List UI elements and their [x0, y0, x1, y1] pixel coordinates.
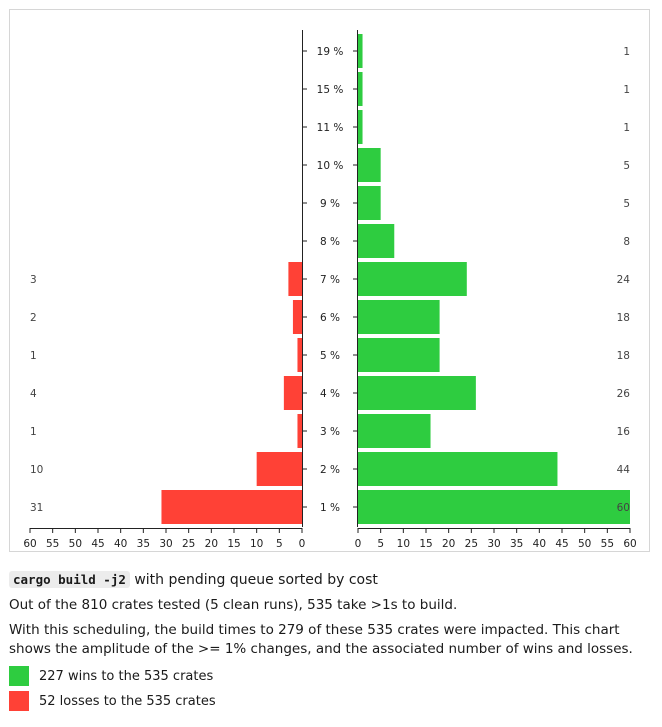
category-label: 5 %: [320, 350, 340, 362]
win-count-label: 24: [617, 274, 631, 286]
caption-title: cargo build -j2 with pending queue sorte…: [9, 570, 654, 590]
win-bar: [358, 338, 440, 372]
win-bar: [358, 224, 395, 258]
left-x-tick-label: 45: [91, 538, 104, 550]
left-x-tick-label: 30: [159, 538, 172, 550]
win-count-label: 1: [623, 84, 630, 96]
win-bar: [358, 376, 476, 410]
left-x-tick-label: 15: [227, 538, 240, 550]
right-x-tick-label: 40: [533, 538, 546, 550]
left-x-tick-label: 20: [205, 538, 218, 550]
left-x-tick-label: 55: [46, 538, 59, 550]
win-count-label: 16: [617, 426, 631, 438]
right-x-tick-label: 10: [397, 538, 410, 550]
win-bar: [358, 300, 440, 334]
win-count-label: 60: [617, 502, 630, 514]
win-bar: [358, 110, 363, 144]
loss-bar: [297, 338, 302, 372]
loss-count-label: 4: [30, 388, 37, 400]
category-label: 9 %: [320, 198, 340, 210]
right-x-tick-label: 20: [442, 538, 455, 550]
left-x-tick-label: 5: [276, 538, 283, 550]
left-x-tick-label: 0: [299, 538, 306, 550]
category-label: 4 %: [320, 388, 340, 400]
left-x-tick-label: 40: [114, 538, 127, 550]
win-count-label: 1: [623, 46, 630, 58]
loss-count-label: 31: [30, 502, 43, 514]
win-count-label: 18: [617, 350, 630, 362]
win-bar: [358, 262, 467, 296]
win-bar: [358, 414, 431, 448]
legend-swatch-wins: [9, 666, 29, 686]
win-bar: [358, 186, 381, 220]
win-count-label: 5: [623, 160, 630, 172]
category-label: 10 %: [317, 160, 344, 172]
caption-title-text: with pending queue sorted by cost: [129, 572, 378, 588]
legend-item-losses: 52 losses to the 535 crates: [9, 690, 654, 712]
right-x-tick-label: 60: [623, 538, 636, 550]
left-x-tick-label: 60: [23, 538, 36, 550]
legend-label-losses: 52 losses to the 535 crates: [39, 693, 216, 709]
diverging-bar-chart: 19 % 115 % 111 % 110 % 59 % 58 % 87 %3 246 %2 18…: [23, 30, 637, 550]
win-bar: [358, 72, 363, 106]
caption-description: With this scheduling, the build times to…: [9, 622, 633, 657]
right-x-tick-label: 25: [465, 538, 478, 550]
category-label: 8 %: [320, 236, 340, 248]
win-count-label: 8: [623, 236, 630, 248]
left-x-tick-label: 35: [137, 538, 150, 550]
win-bar: [358, 452, 558, 486]
category-label: 2 %: [320, 464, 340, 476]
right-x-tick-label: 55: [601, 538, 614, 550]
category-label: 1 %: [320, 502, 340, 514]
loss-bar: [292, 300, 302, 334]
command-code: cargo build -j2: [9, 571, 130, 588]
right-x-tick-label: 0: [355, 538, 362, 550]
win-bar: [358, 148, 381, 182]
win-count-label: 44: [617, 464, 631, 476]
loss-bar: [161, 490, 302, 524]
win-count-label: 18: [617, 312, 630, 324]
win-count-label: 26: [617, 388, 631, 400]
left-x-tick-label: 50: [69, 538, 82, 550]
category-label: 11 %: [317, 122, 344, 134]
loss-count-label: 1: [30, 350, 37, 362]
loss-bar: [288, 262, 302, 296]
category-label: 7 %: [320, 274, 340, 286]
right-x-tick-label: 15: [419, 538, 432, 550]
right-x-tick-label: 45: [555, 538, 568, 550]
right-x-tick-label: 5: [377, 538, 384, 550]
win-count-label: 5: [623, 198, 630, 210]
right-x-tick-label: 35: [510, 538, 523, 550]
loss-bar: [256, 452, 302, 486]
category-label: 6 %: [320, 312, 340, 324]
loss-count-label: 10: [30, 464, 43, 476]
category-label: 3 %: [320, 426, 340, 438]
caption-summary: Out of the 810 crates tested (5 clean ru…: [9, 597, 458, 613]
left-x-tick-label: 10: [250, 538, 263, 550]
left-x-tick-label: 25: [182, 538, 195, 550]
category-label: 19 %: [317, 46, 344, 58]
win-bar: [358, 34, 363, 68]
win-bar: [358, 490, 630, 524]
loss-bar: [283, 376, 302, 410]
legend-label-wins: 227 wins to the 535 crates: [39, 668, 214, 684]
loss-count-label: 3: [30, 274, 37, 286]
chart-caption: cargo build -j2 with pending queue sorte…: [9, 570, 654, 715]
loss-count-label: 2: [30, 312, 37, 324]
category-label: 15 %: [317, 84, 344, 96]
right-x-tick-label: 30: [487, 538, 500, 550]
loss-bar: [297, 414, 302, 448]
right-x-tick-label: 50: [578, 538, 591, 550]
loss-count-label: 1: [30, 426, 37, 438]
legend-item-wins: 227 wins to the 535 crates: [9, 665, 654, 687]
legend-swatch-losses: [9, 691, 29, 711]
win-count-label: 1: [623, 122, 630, 134]
